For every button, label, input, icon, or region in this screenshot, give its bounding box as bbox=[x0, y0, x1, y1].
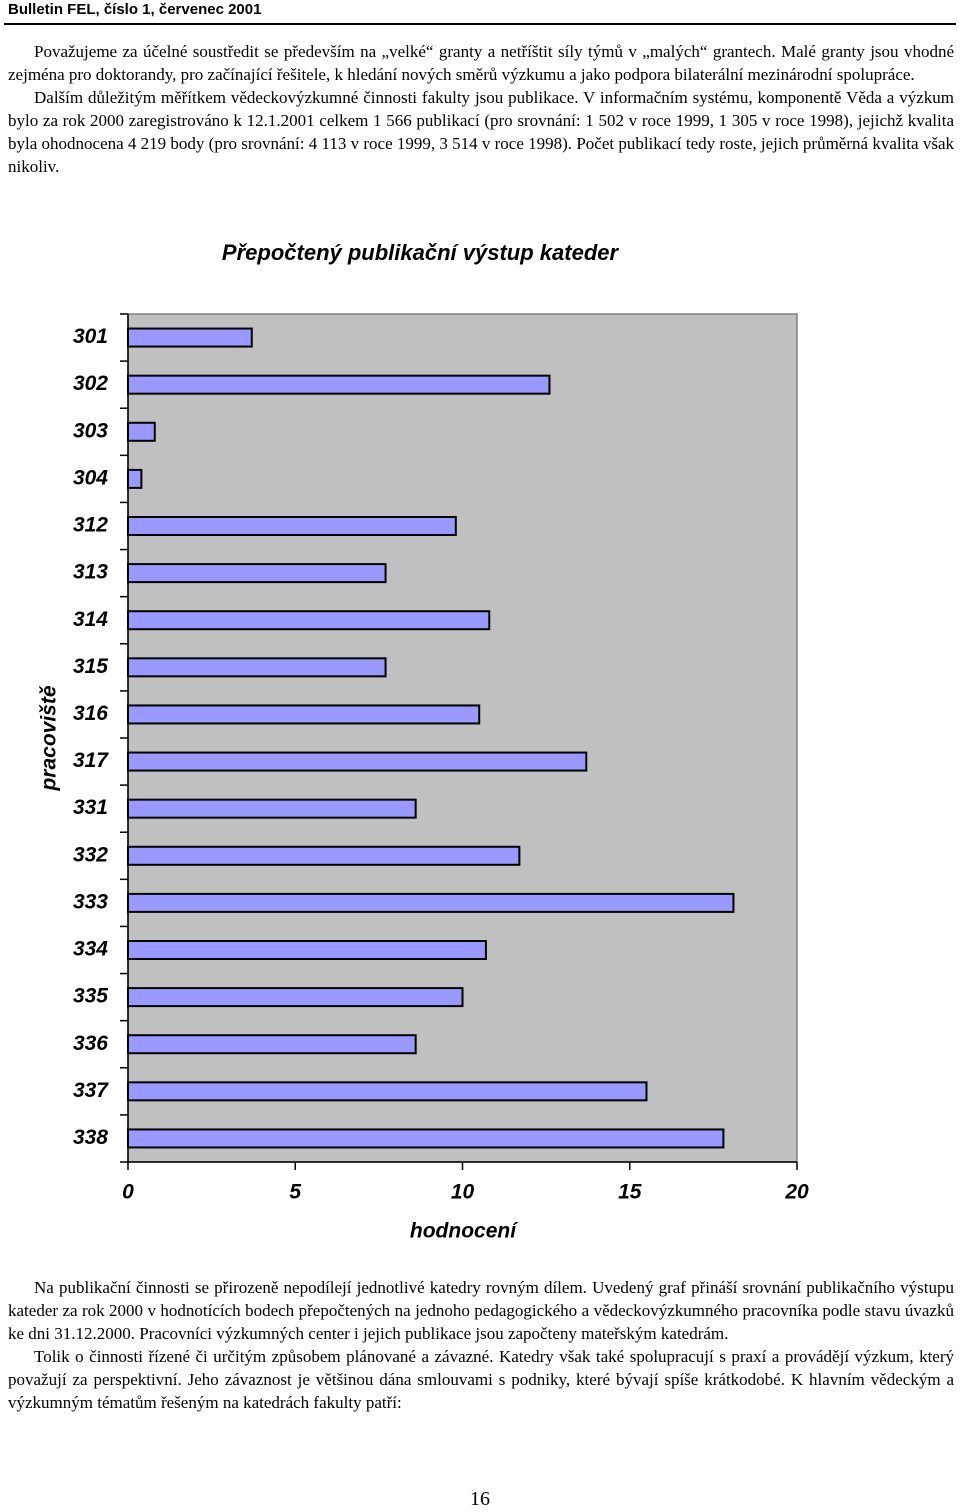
y-tick-label: 301 bbox=[73, 325, 108, 348]
bar bbox=[127, 563, 387, 584]
paragraph: Tolik o činnosti řízené či určitým způso… bbox=[8, 1347, 954, 1412]
x-tick-label: 15 bbox=[618, 1181, 642, 1204]
y-tick-label: 337 bbox=[73, 1079, 109, 1102]
bar bbox=[127, 987, 464, 1008]
x-tick-label: 5 bbox=[289, 1181, 301, 1204]
x-tick-label: 0 bbox=[122, 1181, 134, 1204]
x-tick-label: 20 bbox=[784, 1181, 809, 1204]
y-axis-label: pracoviště bbox=[38, 685, 61, 791]
y-tick-label: 335 bbox=[73, 985, 108, 1008]
y-tick-label: 334 bbox=[73, 938, 108, 961]
y-tick-label: 314 bbox=[73, 608, 108, 631]
header-title: Bulletin FEL, číslo 1, červenec 2001 bbox=[8, 1, 262, 18]
bar bbox=[127, 704, 481, 725]
x-axis-label: hodnocení bbox=[410, 1220, 519, 1243]
y-tick-label: 304 bbox=[73, 466, 108, 489]
bar bbox=[127, 657, 387, 678]
bar bbox=[127, 421, 156, 442]
bar bbox=[127, 374, 551, 395]
page-number: 16 bbox=[470, 1488, 490, 1510]
y-tick-label: 336 bbox=[73, 1032, 108, 1055]
text-block: Na publikační činnosti se přirozeně nepo… bbox=[8, 1276, 954, 1414]
bar bbox=[127, 468, 143, 489]
x-tick-label: 10 bbox=[451, 1181, 475, 1204]
y-tick-label: 317 bbox=[73, 749, 109, 772]
bar bbox=[127, 1081, 648, 1102]
header-rule bbox=[4, 23, 956, 25]
y-tick-label: 338 bbox=[73, 1126, 108, 1149]
bar bbox=[127, 516, 457, 536]
bar bbox=[127, 1128, 725, 1149]
bar bbox=[127, 892, 735, 913]
y-tick-label: 302 bbox=[73, 372, 108, 395]
y-tick-label: 331 bbox=[73, 796, 108, 819]
paragraph: Považujeme za účelné soustředit se přede… bbox=[8, 42, 954, 84]
y-tick-label: 312 bbox=[73, 514, 108, 537]
y-tick-label: 303 bbox=[73, 419, 108, 442]
y-tick-label: 315 bbox=[73, 655, 108, 678]
text-block: Považujeme za účelné soustředit se přede… bbox=[8, 40, 954, 178]
y-tick-label: 332 bbox=[73, 843, 108, 866]
bar bbox=[127, 845, 521, 866]
bar bbox=[127, 798, 417, 819]
bar bbox=[127, 610, 491, 631]
plot-area bbox=[127, 313, 798, 1163]
bar bbox=[127, 1034, 417, 1055]
bar bbox=[127, 751, 588, 772]
paragraph: Na publikační činnosti se přirozeně nepo… bbox=[8, 1278, 954, 1343]
y-tick-label: 316 bbox=[73, 702, 108, 725]
paragraph: Dalším důležitým měřítkem vědeckovýzkumn… bbox=[8, 88, 954, 176]
y-tick-label: 333 bbox=[73, 890, 108, 913]
chart-title: Přepočtený publikační výstup kateder bbox=[222, 240, 620, 265]
bar bbox=[127, 327, 253, 348]
y-tick-label: 313 bbox=[73, 561, 108, 584]
bar bbox=[127, 940, 487, 960]
